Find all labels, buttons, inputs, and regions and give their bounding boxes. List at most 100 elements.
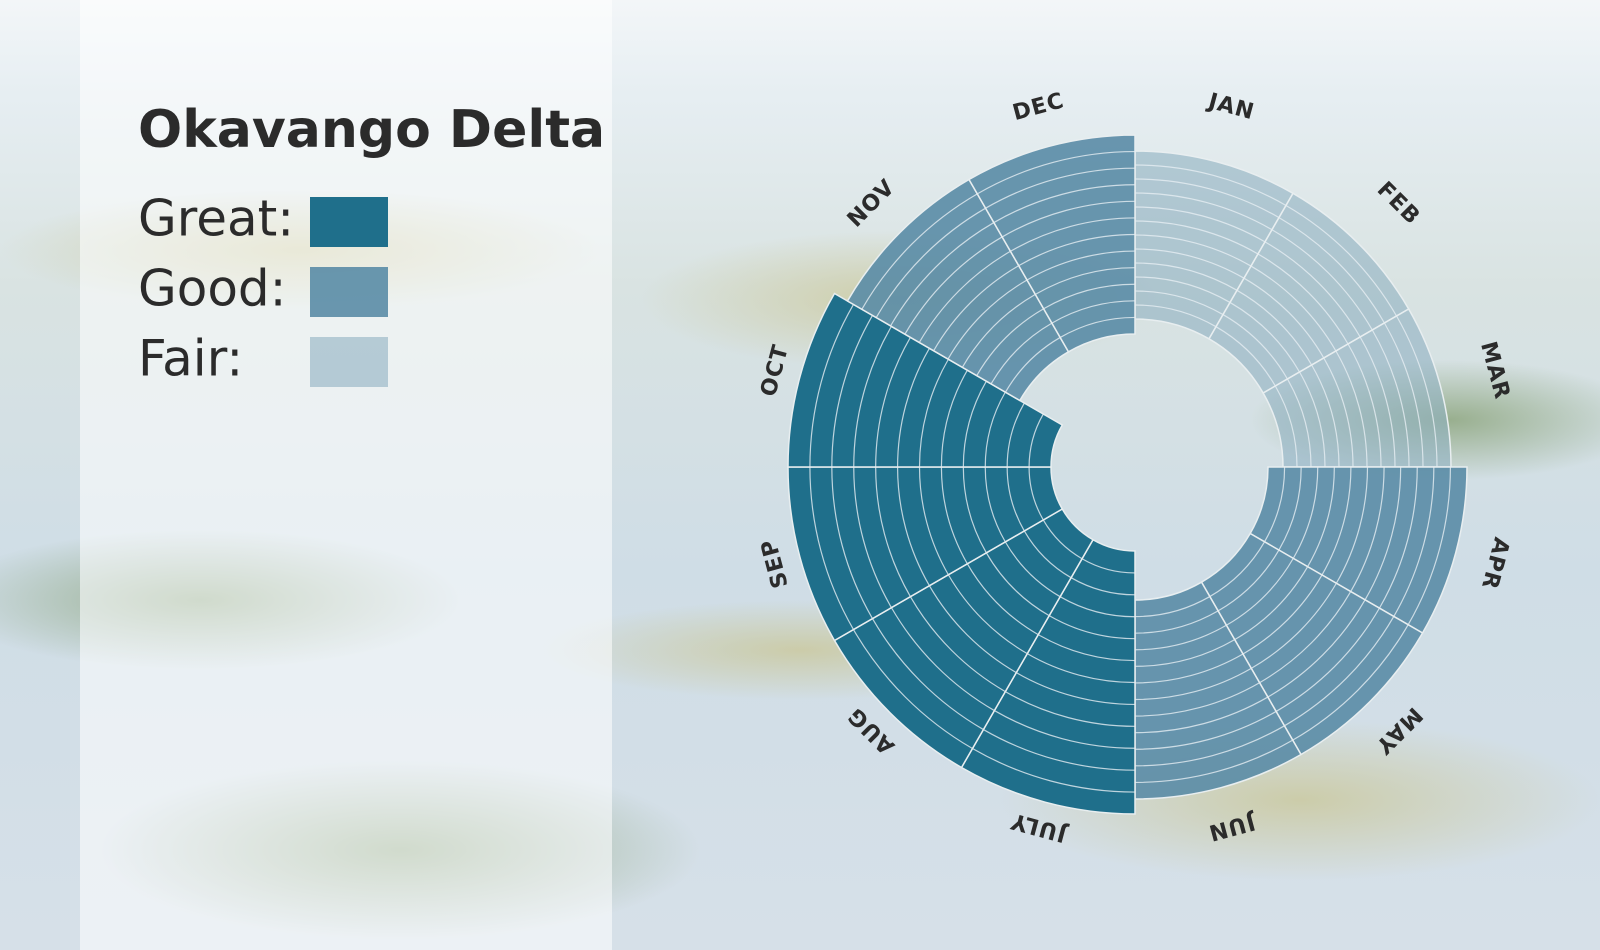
ring-line <box>1299 371 1326 468</box>
ring-line <box>1285 204 1398 317</box>
month-wedge <box>967 134 1136 353</box>
ring-line <box>1134 206 1266 243</box>
ring-line <box>1278 217 1385 324</box>
ring-line <box>947 574 1028 655</box>
ring-line <box>896 466 930 587</box>
ring-line <box>1234 566 1309 641</box>
ring-line <box>1264 241 1361 338</box>
ring-line <box>1134 262 1238 291</box>
ring-line <box>1335 466 1369 584</box>
ring-line <box>1250 265 1337 352</box>
ring-line <box>809 304 854 468</box>
ring-line <box>1278 466 1302 551</box>
ring-line <box>1292 624 1409 741</box>
ring-line <box>918 250 1011 343</box>
ring-line <box>1236 289 1313 366</box>
ring-line <box>1275 607 1380 712</box>
ring-line <box>1226 558 1294 626</box>
ring-line <box>1286 378 1312 468</box>
ring-line <box>1051 300 1136 324</box>
ring-line <box>1042 519 1083 560</box>
ring-line <box>875 466 911 597</box>
ring-line <box>909 596 1006 693</box>
ring-line <box>875 207 986 318</box>
ring-line <box>993 184 1136 224</box>
ring-line <box>1018 233 1136 267</box>
legend: Great: Good: Fair: <box>138 190 388 388</box>
ring-line <box>1383 322 1424 468</box>
ring-line <box>1134 596 1211 618</box>
ring-line <box>1134 739 1294 784</box>
ring-line <box>1134 276 1231 303</box>
ring-line <box>831 466 873 619</box>
ring-line <box>890 222 995 327</box>
ring-line <box>1134 696 1269 734</box>
ring-line <box>890 607 995 712</box>
ring-line <box>1134 710 1277 750</box>
ring-line <box>918 466 949 576</box>
ring-line <box>1215 326 1276 387</box>
ring-line <box>1378 466 1418 609</box>
ring-line <box>1134 610 1219 634</box>
month-wedge <box>833 507 1095 769</box>
ring-line <box>1134 624 1227 651</box>
ring-line <box>983 729 1136 771</box>
legend-swatch <box>310 197 388 247</box>
ring-line <box>852 629 973 750</box>
ring-line <box>918 358 949 468</box>
ring-line <box>1001 200 1136 238</box>
ring-line <box>1026 250 1136 281</box>
ring-line <box>1134 304 1217 328</box>
ring-line <box>984 391 1006 468</box>
ring-line <box>1081 558 1136 574</box>
ring-line <box>1393 466 1435 617</box>
ring-line <box>1004 541 1061 598</box>
ring-line <box>1048 615 1136 640</box>
chart-title: Okavango Delta <box>138 100 605 160</box>
ring-line <box>1250 582 1337 669</box>
ring-line <box>1134 653 1244 684</box>
ring-line <box>861 193 978 310</box>
legend-swatch <box>310 337 388 387</box>
ring-line <box>1335 350 1368 468</box>
ring-line <box>1259 591 1352 684</box>
ring-line <box>1267 599 1366 698</box>
ring-line <box>1070 577 1136 596</box>
ring-line <box>928 585 1017 674</box>
ring-line <box>1059 316 1136 338</box>
ring-line <box>994 710 1136 749</box>
ring-line <box>1209 541 1266 598</box>
ring-line <box>962 380 987 468</box>
ring-line <box>1217 549 1280 612</box>
ring-line <box>1134 220 1259 255</box>
ring-line <box>1264 466 1286 543</box>
ring-line <box>1006 402 1025 468</box>
ring-line <box>961 293 1036 368</box>
ring-line <box>1023 530 1072 579</box>
ring-line <box>966 563 1039 636</box>
ring-line <box>1037 634 1136 662</box>
ring-line <box>831 315 873 468</box>
ring-line <box>976 308 1044 376</box>
ring-line <box>940 466 968 565</box>
ring-line <box>904 236 1003 335</box>
ring-line <box>1134 639 1235 667</box>
ring-line <box>985 552 1050 617</box>
ring-line <box>985 167 1136 209</box>
ring-line <box>1134 667 1252 701</box>
ring-line <box>1292 466 1319 559</box>
ring-line <box>853 326 892 468</box>
ring-line <box>1043 283 1136 310</box>
ring-line <box>875 337 911 468</box>
ring-line <box>1371 329 1410 468</box>
ring-line <box>947 279 1028 360</box>
ring-line <box>1028 466 1044 521</box>
ring-line <box>871 618 984 731</box>
ring-line <box>1350 466 1385 592</box>
ring-line <box>990 322 1053 385</box>
ring-line <box>940 369 968 468</box>
ring-line <box>1274 385 1298 468</box>
